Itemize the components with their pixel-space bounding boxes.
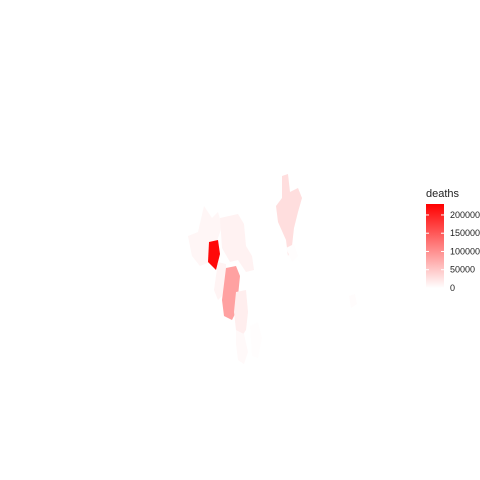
legend-tick-label: 100000 [450, 246, 480, 256]
map-region [236, 330, 248, 364]
legend-tick-label: 200000 [450, 210, 480, 220]
map-region [220, 214, 254, 272]
map-region [250, 322, 262, 358]
map-region [276, 174, 302, 256]
map-region [208, 240, 220, 270]
map-region [234, 290, 248, 336]
map-regions [188, 174, 357, 364]
legend-tick-label: 0 [450, 283, 455, 293]
legend-tick-label: 50000 [450, 265, 475, 275]
map-region [214, 262, 226, 300]
legend: deaths 0 50000 100000 150000 200000 [426, 188, 480, 293]
legend-title: deaths [426, 188, 460, 200]
map-region [349, 294, 357, 308]
legend-tick-label: 150000 [450, 228, 480, 238]
map-region [286, 244, 298, 262]
legend-ticks: 0 50000 100000 150000 200000 [426, 210, 480, 293]
legend-colorbar [426, 204, 444, 288]
